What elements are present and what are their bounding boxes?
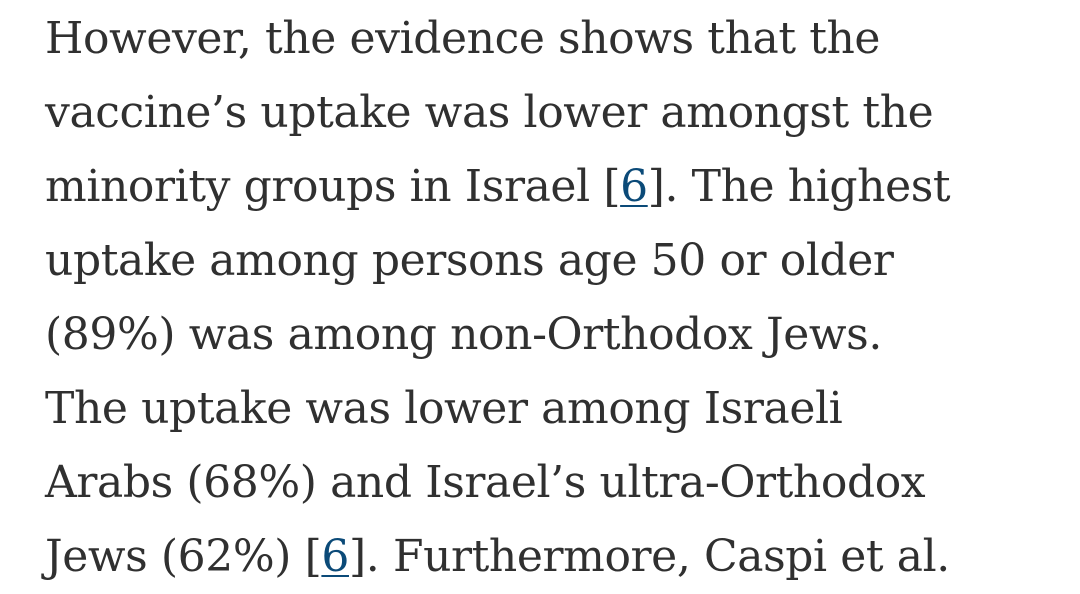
line-8-text-after: ]. Furthermore, Caspi et al. xyxy=(349,531,950,582)
paragraph-line-2: vaccine’s uptake was lower amongst the xyxy=(45,87,934,138)
paragraph-line-3: minority groups in Israel [6]. The highe… xyxy=(45,150,1045,224)
citation-link-6-second[interactable]: 6 xyxy=(321,531,349,582)
paragraph-line-1: However, the evidence shows that the xyxy=(45,13,881,64)
line-3-text-before: minority groups in Israel [ xyxy=(45,161,621,212)
line-8-text-before: Jews (62%) [ xyxy=(45,531,322,582)
line-3-text-after: ]. The highest xyxy=(647,161,951,212)
paragraph-line-6: The uptake was lower among Israeli xyxy=(45,383,843,434)
article-paragraph: However, the evidence shows that the vac… xyxy=(45,2,1045,594)
paragraph-line-5: (89%) was among non-Orthodox Jews. xyxy=(45,309,882,360)
citation-link-6[interactable]: 6 xyxy=(620,161,648,212)
paragraph-line-4: uptake among persons age 50 or older xyxy=(45,235,894,286)
paragraph-line-8: Jews (62%) [6]. Furthermore, Caspi et al… xyxy=(45,520,1045,594)
paragraph-line-7: Arabs (68%) and Israel’s ultra-Orthodox xyxy=(45,457,926,508)
